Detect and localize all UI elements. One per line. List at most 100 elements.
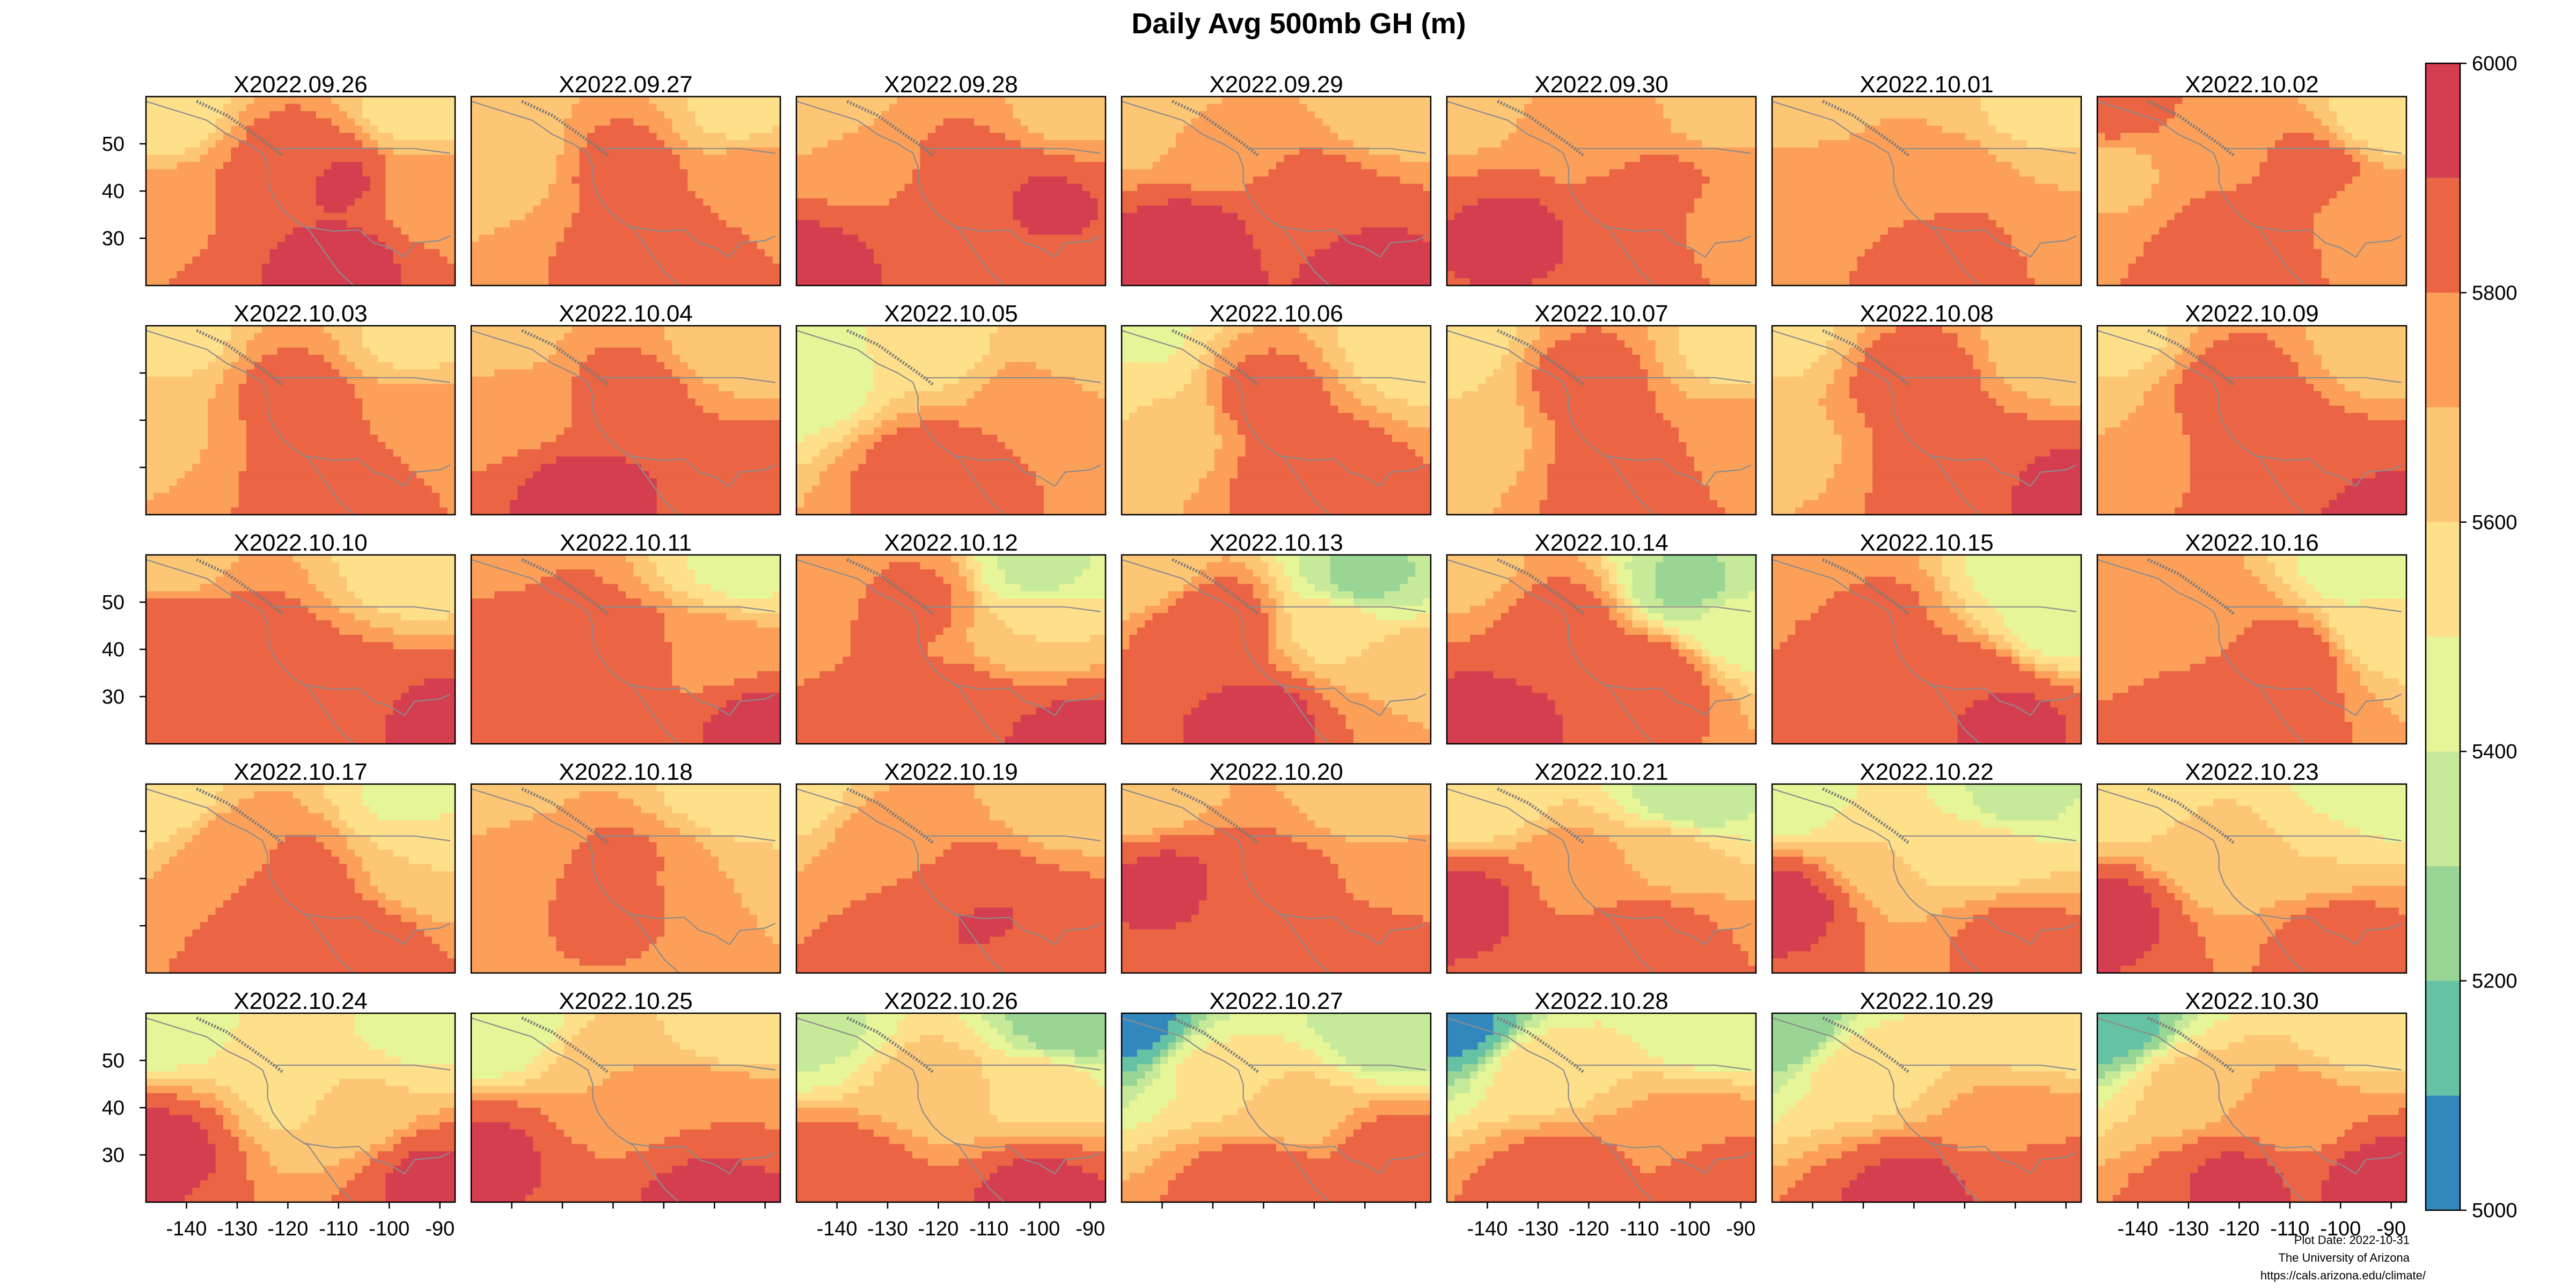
height-cell: [819, 111, 828, 119]
panel-date-label: X2022.09.28: [884, 71, 1018, 98]
height-cell: [757, 169, 765, 177]
height-cell: [1322, 140, 1331, 148]
height-cell: [1051, 249, 1060, 257]
height-cell: [471, 241, 480, 250]
height-cell: [393, 270, 401, 279]
height-cell: [695, 169, 704, 177]
height-cell: [471, 118, 480, 126]
height-cell: [904, 155, 913, 163]
height-cell: [362, 264, 371, 272]
height-cell: [223, 206, 232, 214]
height-cell: [866, 213, 874, 221]
height-cell: [1330, 198, 1338, 206]
height-cell: [1191, 176, 1199, 185]
height-cell: [943, 213, 952, 221]
height-cell: [1732, 111, 1741, 119]
height-cell: [618, 220, 626, 228]
height-cell: [602, 198, 611, 206]
height-cell: [339, 206, 348, 214]
height-cell: [1168, 176, 1176, 185]
height-cell: [1578, 220, 1586, 228]
height-cell: [1183, 270, 1192, 279]
height-cell: [1725, 97, 1733, 105]
height-cell: [192, 270, 201, 279]
height-cell: [765, 111, 773, 119]
height-cell: [316, 235, 324, 243]
height-cell: [385, 155, 394, 163]
height-cell: [1400, 220, 1408, 228]
height-cell: [1082, 162, 1091, 170]
height-cell: [1686, 97, 1695, 105]
height-cell: [765, 191, 773, 199]
height-cell: [1616, 97, 1625, 105]
height-cell: [858, 241, 867, 250]
height-cell: [177, 118, 185, 126]
height-cell: [1175, 155, 1184, 163]
height-cell: [626, 126, 634, 134]
height-cell: [641, 278, 649, 286]
height-cell: [548, 155, 557, 163]
height-cell: [1555, 191, 1563, 199]
height-cell: [378, 278, 386, 286]
height-cell: [424, 249, 433, 257]
height-cell: [649, 162, 657, 170]
height-cell: [1129, 249, 1138, 257]
map-outline: [404, 235, 451, 258]
height-cell: [177, 270, 185, 279]
height-cell: [1632, 235, 1641, 243]
height-cell: [1392, 270, 1401, 279]
height-cell: [192, 118, 201, 126]
height-cell: [1400, 97, 1408, 105]
height-cell: [1392, 213, 1401, 221]
height-cell: [486, 198, 495, 206]
height-cell: [1199, 227, 1208, 236]
height-cell: [540, 249, 549, 257]
height-cell: [958, 133, 967, 141]
height-cell: [393, 155, 401, 163]
height-cell: [401, 104, 409, 112]
height-cell: [510, 184, 518, 192]
height-cell: [874, 264, 882, 272]
height-cell: [1152, 270, 1161, 279]
height-cell: [1345, 176, 1354, 185]
height-cell: [1322, 176, 1331, 185]
terrain-outline: [196, 100, 284, 157]
height-cell: [1407, 278, 1416, 286]
height-cell: [904, 162, 913, 170]
height-cell: [1036, 133, 1044, 141]
height-cell: [1020, 249, 1029, 257]
height-cell: [618, 118, 626, 126]
height-cell: [951, 270, 960, 279]
height-cell: [1593, 162, 1602, 170]
height-cell: [1368, 206, 1377, 214]
height-cell: [749, 249, 758, 257]
height-cell: [982, 241, 990, 250]
height-cell: [1315, 213, 1323, 221]
height-cell: [548, 256, 557, 265]
height-cell: [1616, 235, 1625, 243]
height-cell: [997, 97, 1006, 105]
height-cell: [695, 140, 704, 148]
height-cell: [339, 256, 348, 265]
height-cell: [308, 176, 317, 185]
height-cell: [641, 97, 649, 105]
height-cell: [324, 184, 332, 192]
height-cell: [354, 162, 363, 170]
height-cell: [982, 176, 990, 185]
height-cell: [804, 118, 813, 126]
height-cell: [1097, 206, 1106, 214]
height-cell: [943, 133, 952, 141]
height-cell: [572, 191, 580, 199]
height-cell: [146, 169, 155, 177]
height-cell: [1253, 140, 1261, 148]
height-cell: [1648, 198, 1656, 206]
height-cell: [757, 184, 765, 192]
height-cell: [819, 270, 828, 279]
height-cell: [1423, 256, 1431, 265]
height-cell: [324, 264, 332, 272]
height-cell: [997, 249, 1006, 257]
height-cell: [486, 206, 495, 214]
height-cell: [292, 126, 301, 134]
height-cell: [1570, 147, 1579, 156]
height-cell: [1555, 162, 1563, 170]
